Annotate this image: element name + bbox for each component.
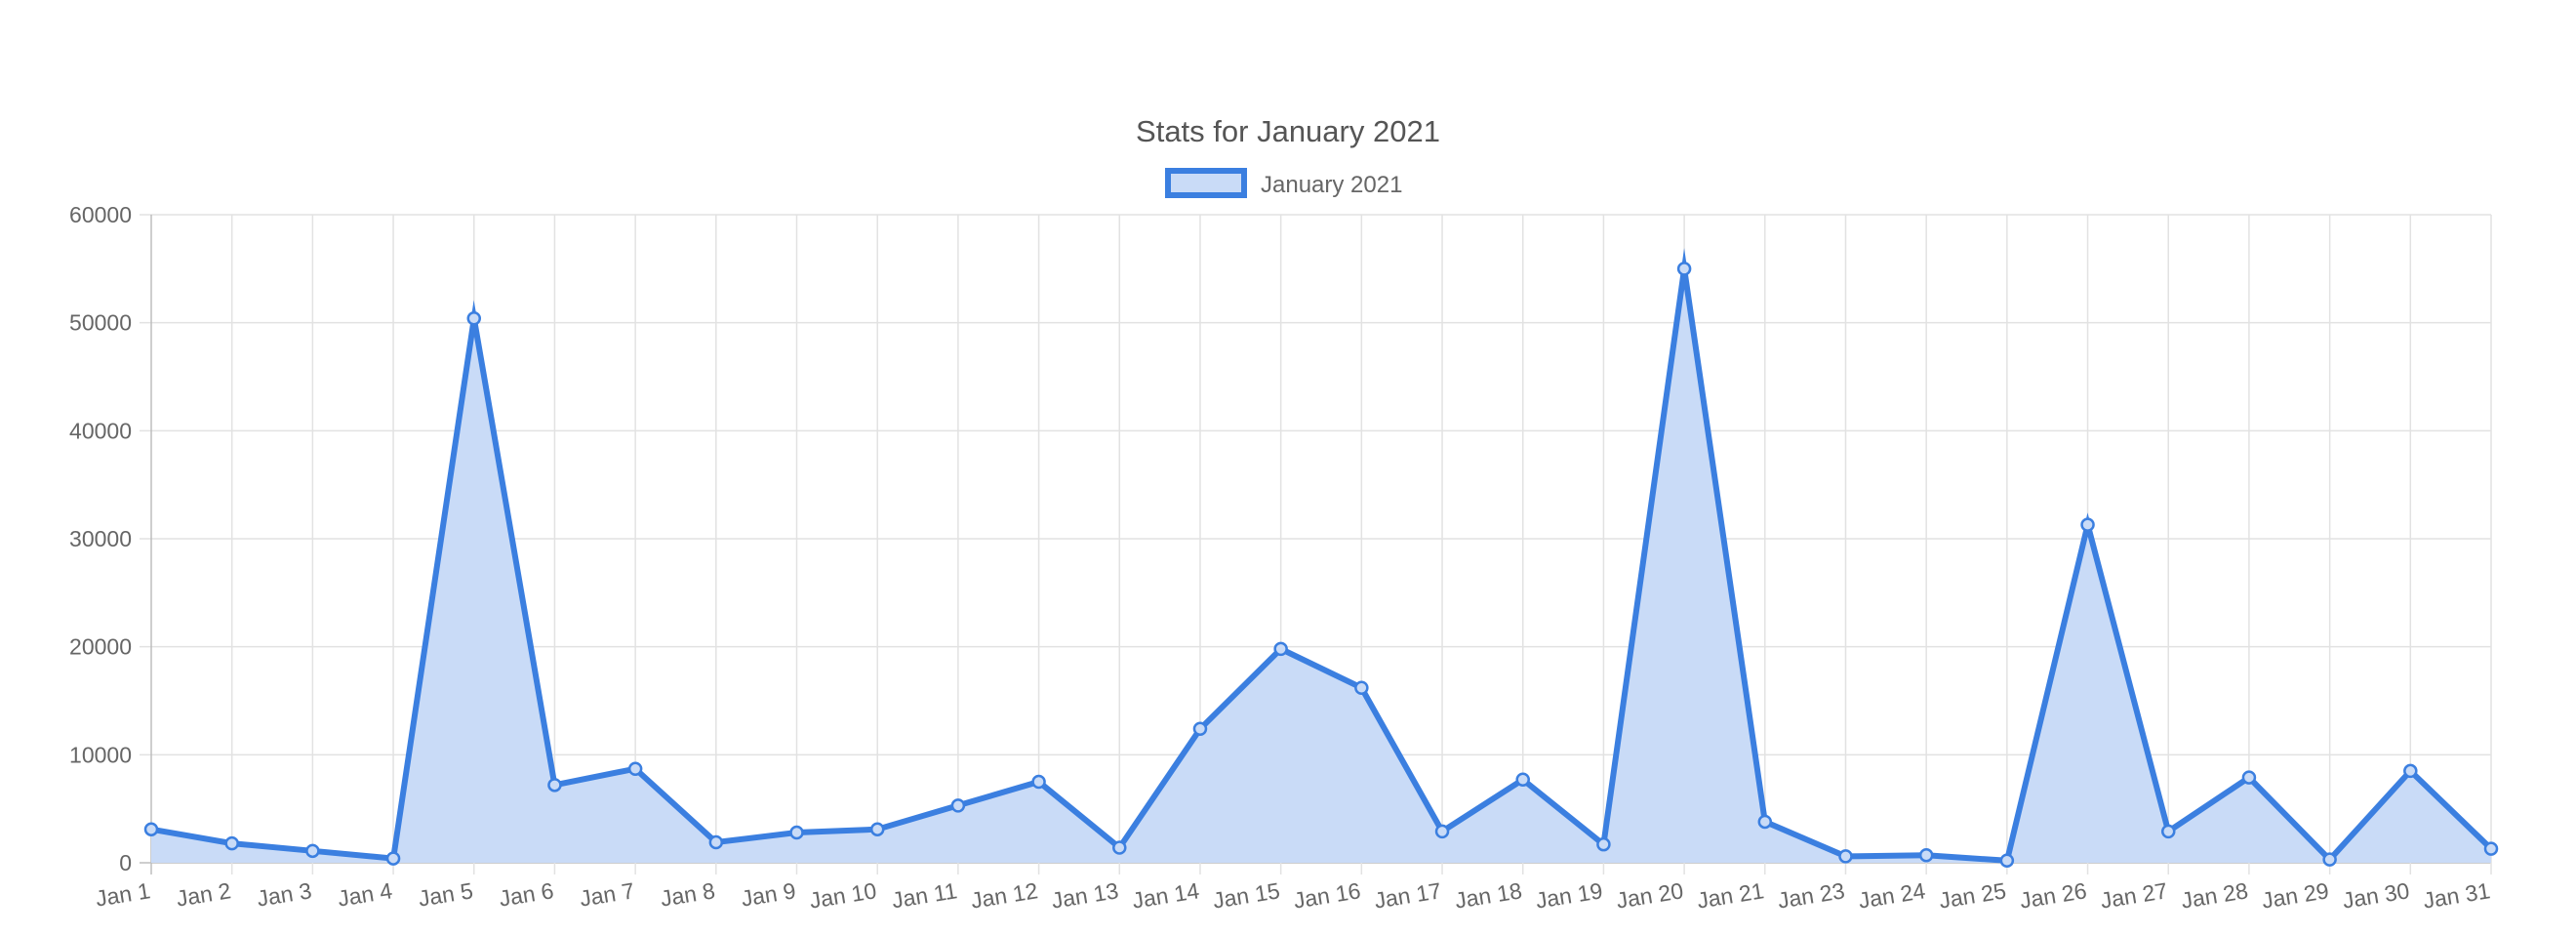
x-tick-label: Jan 12 bbox=[969, 877, 1039, 913]
x-tick-label: Jan 9 bbox=[740, 877, 798, 911]
data-point bbox=[710, 836, 722, 848]
data-point bbox=[1759, 816, 1771, 828]
x-tick-label: Jan 27 bbox=[2099, 877, 2169, 913]
data-point bbox=[1275, 643, 1287, 655]
y-tick-label: 30000 bbox=[69, 526, 132, 551]
data-point bbox=[1033, 776, 1045, 788]
x-tick-label: Jan 10 bbox=[808, 877, 878, 913]
x-tick-label: Jan 16 bbox=[1292, 877, 1362, 913]
x-tick-label: Jan 30 bbox=[2341, 877, 2411, 913]
x-tick-label: Jan 17 bbox=[1373, 877, 1443, 913]
data-point bbox=[1597, 838, 1609, 850]
data-point bbox=[2162, 826, 2174, 837]
data-point bbox=[1839, 850, 1851, 862]
x-tick-label: Jan 1 bbox=[94, 877, 152, 911]
y-tick-label: 40000 bbox=[69, 418, 132, 443]
data-point bbox=[629, 763, 641, 775]
legend-swatch bbox=[1168, 171, 1244, 195]
x-tick-label: Jan 15 bbox=[1211, 877, 1281, 913]
data-point bbox=[2324, 854, 2336, 866]
data-point bbox=[548, 779, 560, 791]
x-tick-label: Jan 29 bbox=[2260, 877, 2330, 913]
data-point bbox=[1678, 263, 1690, 274]
y-axis-ticks: 0 10000 20000 30000 40000 50000 60000 bbox=[69, 202, 132, 875]
data-point bbox=[1436, 826, 1448, 837]
x-tick-label: Jan 4 bbox=[336, 877, 394, 912]
x-tick-label: Jan 25 bbox=[1937, 877, 2007, 913]
chart-title: Stats for January 2021 bbox=[1136, 114, 1440, 148]
x-tick-label: Jan 2 bbox=[175, 877, 233, 911]
y-tick-label: 20000 bbox=[69, 634, 132, 660]
data-point bbox=[871, 824, 883, 835]
series-area bbox=[151, 268, 2491, 863]
x-tick-label: Jan 5 bbox=[417, 877, 475, 911]
y-tick-label: 0 bbox=[119, 850, 132, 875]
x-tick-label: Jan 26 bbox=[2018, 877, 2088, 913]
x-tick-label: Jan 20 bbox=[1615, 877, 1685, 913]
data-point bbox=[1113, 842, 1125, 854]
data-point bbox=[226, 837, 238, 849]
data-point bbox=[2001, 855, 2013, 867]
x-tick-label: Jan 31 bbox=[2422, 877, 2492, 913]
data-point bbox=[468, 312, 480, 324]
x-tick-label: Jan 19 bbox=[1534, 877, 1604, 913]
x-tick-label: Jan 28 bbox=[2179, 877, 2249, 913]
x-tick-label: Jan 14 bbox=[1130, 877, 1200, 914]
data-point bbox=[1194, 723, 1206, 735]
x-tick-label: Jan 13 bbox=[1050, 877, 1120, 913]
data-point bbox=[1920, 849, 1932, 861]
data-point bbox=[2404, 765, 2416, 777]
x-tick-label: Jan 8 bbox=[659, 877, 717, 911]
y-tick-label: 10000 bbox=[69, 742, 132, 767]
data-point bbox=[952, 799, 964, 811]
data-point bbox=[2485, 843, 2497, 855]
x-tick-label: Jan 11 bbox=[890, 877, 959, 913]
data-point bbox=[1355, 682, 1367, 694]
data-point bbox=[145, 824, 157, 835]
y-tick-label: 50000 bbox=[69, 310, 132, 336]
x-tick-label: Jan 18 bbox=[1453, 877, 1523, 913]
x-tick-label: Jan 23 bbox=[1776, 877, 1846, 913]
x-tick-label: Jan 7 bbox=[578, 877, 636, 911]
x-tick-label: Jan 24 bbox=[1857, 877, 1927, 914]
legend-label: January 2021 bbox=[1261, 172, 1402, 198]
legend[interactable]: January 2021 bbox=[1168, 171, 1402, 198]
x-tick-label: Jan 3 bbox=[256, 877, 314, 911]
x-tick-label: Jan 21 bbox=[1695, 877, 1765, 913]
data-point bbox=[791, 827, 803, 838]
data-point bbox=[387, 853, 399, 865]
data-point bbox=[2243, 772, 2255, 784]
x-axis-ticks: Jan 1 Jan 2 Jan 3 Jan 4 Jan 5 Jan 6 Jan 7 Jan 8… bbox=[94, 877, 2492, 914]
y-tick-label: 60000 bbox=[69, 202, 132, 227]
data-point bbox=[2082, 519, 2094, 531]
data-point bbox=[1517, 774, 1529, 786]
x-tick-label: Jan 6 bbox=[498, 877, 556, 911]
data-point bbox=[306, 845, 318, 857]
series-january-2021 bbox=[145, 263, 2497, 866]
